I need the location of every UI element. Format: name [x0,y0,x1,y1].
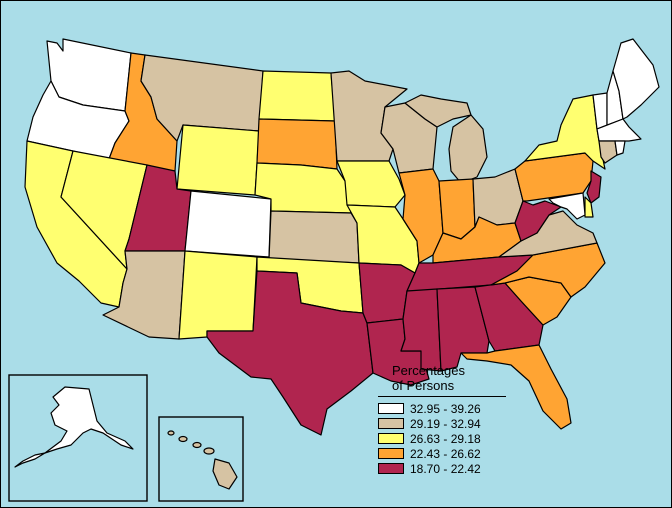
state-MD [548,192,586,220]
legend-title-line2: of Persons [392,378,455,393]
state-IA [336,160,406,208]
legend: Percentages of Persons 32.95 - 39.26 29.… [376,363,516,476]
state-CO [184,190,272,258]
legend-item: 18.70 - 22.42 [378,461,516,476]
state-AK-islands [14,452,46,468]
legend-swatch [378,463,404,474]
legend-divider [378,396,506,397]
state-MI [448,114,488,184]
state-MI-upper [404,94,472,128]
state-NM [178,250,258,340]
legend-label: 22.43 - 26.62 [410,446,481,461]
state-AK [44,386,134,454]
legend-swatch [378,448,404,459]
state-CT [598,140,618,164]
state-HI [167,430,238,490]
state-FL [460,344,572,430]
legend-label: 26.63 - 29.18 [410,431,481,446]
state-ME [612,38,660,120]
state-RI [614,140,626,156]
legend-title-line1: Percentages [392,363,465,378]
legend-item: 29.19 - 32.94 [378,416,516,431]
state-SD [256,118,338,170]
legend-swatch [378,403,404,414]
state-ND [258,70,336,122]
legend-item: 32.95 - 39.26 [378,401,516,416]
state-TX [206,270,374,436]
legend-swatch [378,418,404,429]
state-IL [398,168,444,264]
legend-label: 18.70 - 22.42 [410,461,481,476]
state-WY [176,124,260,196]
state-IN [438,178,476,240]
legend-swatch [378,433,404,444]
legend-label: 29.19 - 32.94 [410,416,481,431]
state-KS [268,210,360,264]
legend-label: 32.95 - 39.26 [410,401,481,416]
legend-item: 22.43 - 26.62 [378,446,516,461]
legend-item: 26.63 - 29.18 [378,431,516,446]
hawaii-inset-frame [158,416,244,502]
